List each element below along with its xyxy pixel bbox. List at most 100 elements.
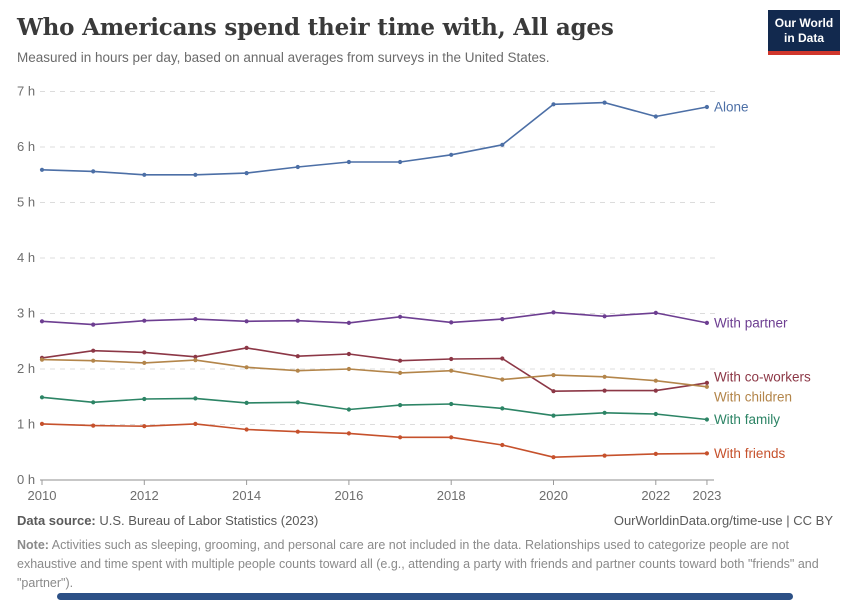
data-point-with-co-workers[interactable]	[346, 351, 351, 357]
line-chart-area[interactable]: 0 h 1 h 2 h 3 h 4 h 5 h 6 h 7 h 2010 2012 2014 2016…	[0, 78, 850, 515]
data-point-with-family[interactable]	[602, 410, 607, 415]
data-point-with-children[interactable]	[704, 384, 710, 389]
series-with-co-workers[interactable]: With co-workers	[39, 345, 811, 394]
series-line-alone[interactable]	[41, 101, 708, 176]
data-point-with-partner[interactable]	[653, 310, 658, 315]
series-with-children[interactable]: With children	[39, 357, 792, 405]
series-line-with-partner[interactable]	[41, 311, 708, 326]
data-point-with-friends[interactable]	[244, 427, 249, 432]
data-point-with-children[interactable]	[602, 374, 607, 379]
data-point-with-children[interactable]	[244, 365, 249, 370]
data-point-alone[interactable]	[39, 167, 45, 172]
data-point-with-friends[interactable]	[39, 421, 45, 426]
series-with-partner[interactable]: With partner	[39, 310, 788, 330]
data-point-with-friends[interactable]	[346, 431, 351, 436]
data-point-with-co-workers[interactable]	[602, 388, 607, 393]
data-point-with-family[interactable]	[704, 417, 710, 422]
data-point-with-partner[interactable]	[398, 314, 403, 319]
series-line-with-children[interactable]	[41, 358, 708, 388]
data-point-with-partner[interactable]	[449, 320, 454, 325]
data-point-alone[interactable]	[500, 142, 505, 147]
data-point-alone[interactable]	[704, 104, 710, 110]
data-point-with-family[interactable]	[551, 413, 556, 418]
attribution-link[interactable]: OurWorldinData.org/time-use | CC BY	[613, 513, 833, 528]
data-point-with-children[interactable]	[142, 360, 147, 365]
timeline-slider[interactable]	[57, 593, 793, 600]
data-point-with-co-workers[interactable]	[244, 345, 249, 350]
data-point-with-children[interactable]	[449, 368, 454, 373]
data-point-with-friends[interactable]	[91, 423, 96, 428]
data-point-with-friends[interactable]	[142, 424, 147, 429]
series-alone[interactable]: Alone	[39, 100, 749, 177]
data-point-with-friends[interactable]	[295, 429, 300, 434]
data-point-with-children[interactable]	[193, 358, 198, 363]
data-point-with-friends[interactable]	[704, 451, 710, 456]
data-point-with-co-workers[interactable]	[398, 358, 403, 363]
data-point-with-children[interactable]	[653, 378, 658, 383]
data-point-with-partner[interactable]	[346, 320, 351, 325]
series-line-with-friends[interactable]	[41, 423, 708, 458]
data-point-alone[interactable]	[398, 159, 403, 165]
data-point-alone[interactable]	[244, 171, 249, 176]
data-point-with-partner[interactable]	[551, 310, 556, 315]
data-point-with-children[interactable]	[39, 357, 45, 362]
data-point-alone[interactable]	[295, 164, 300, 170]
data-point-with-co-workers[interactable]	[91, 348, 96, 353]
data-point-alone[interactable]	[193, 172, 198, 177]
data-point-with-family[interactable]	[653, 411, 658, 417]
data-point-with-family[interactable]	[39, 395, 45, 400]
data-point-with-partner[interactable]	[704, 320, 710, 325]
data-point-alone[interactable]	[602, 100, 607, 105]
data-point-with-friends[interactable]	[653, 451, 658, 456]
data-point-with-family[interactable]	[346, 407, 351, 412]
data-point-with-family[interactable]	[398, 403, 403, 408]
data-point-with-co-workers[interactable]	[500, 356, 505, 361]
data-point-with-partner[interactable]	[602, 314, 607, 319]
data-point-with-co-workers[interactable]	[142, 350, 147, 355]
data-point-with-friends[interactable]	[500, 442, 505, 448]
data-point-with-partner[interactable]	[244, 319, 249, 324]
data-point-with-family[interactable]	[295, 400, 300, 405]
data-point-with-children[interactable]	[346, 366, 351, 372]
data-point-alone[interactable]	[551, 102, 556, 107]
data-point-with-family[interactable]	[244, 400, 249, 405]
data-point-with-friends[interactable]	[193, 421, 198, 426]
data-point-alone[interactable]	[91, 169, 96, 174]
data-point-alone[interactable]	[142, 172, 147, 177]
data-point-with-friends[interactable]	[398, 435, 403, 440]
data-point-with-partner[interactable]	[39, 319, 45, 324]
owid-logo[interactable]: Our World in Data	[768, 10, 840, 55]
series-line-with-co-workers[interactable]	[41, 347, 708, 392]
data-point-with-co-workers[interactable]	[193, 354, 198, 359]
series-line-with-family[interactable]	[41, 396, 708, 421]
data-point-with-co-workers[interactable]	[295, 354, 300, 359]
time-use-line-chart[interactable]: 0 h 1 h 2 h 3 h 4 h 5 h 6 h 7 h 2010 2012 2014 2016…	[0, 78, 850, 515]
data-point-with-family[interactable]	[500, 406, 505, 411]
data-point-with-family[interactable]	[91, 400, 96, 405]
data-point-with-children[interactable]	[295, 368, 300, 373]
data-point-with-family[interactable]	[449, 401, 454, 407]
data-point-with-partner[interactable]	[91, 322, 96, 327]
series-with-family[interactable]: With family	[39, 395, 780, 427]
data-point-with-children[interactable]	[398, 370, 403, 375]
data-point-with-partner[interactable]	[295, 318, 300, 323]
data-point-with-friends[interactable]	[602, 453, 607, 458]
data-point-alone[interactable]	[346, 159, 351, 165]
data-point-with-co-workers[interactable]	[704, 380, 710, 385]
data-point-with-co-workers[interactable]	[449, 356, 454, 362]
series-with-friends[interactable]: With friends	[39, 421, 786, 461]
data-point-with-friends[interactable]	[449, 435, 454, 440]
data-point-with-children[interactable]	[91, 358, 96, 363]
data-point-alone[interactable]	[653, 114, 658, 119]
data-point-with-partner[interactable]	[142, 318, 147, 323]
data-point-with-children[interactable]	[500, 377, 505, 382]
data-point-with-family[interactable]	[142, 396, 147, 402]
data-point-with-co-workers[interactable]	[551, 389, 556, 394]
data-point-with-friends[interactable]	[551, 455, 556, 460]
data-point-with-children[interactable]	[551, 373, 556, 378]
data-point-with-partner[interactable]	[500, 317, 505, 322]
data-point-with-family[interactable]	[193, 396, 198, 401]
data-point-with-co-workers[interactable]	[653, 388, 658, 393]
data-point-with-partner[interactable]	[193, 317, 198, 322]
data-point-alone[interactable]	[449, 152, 454, 157]
